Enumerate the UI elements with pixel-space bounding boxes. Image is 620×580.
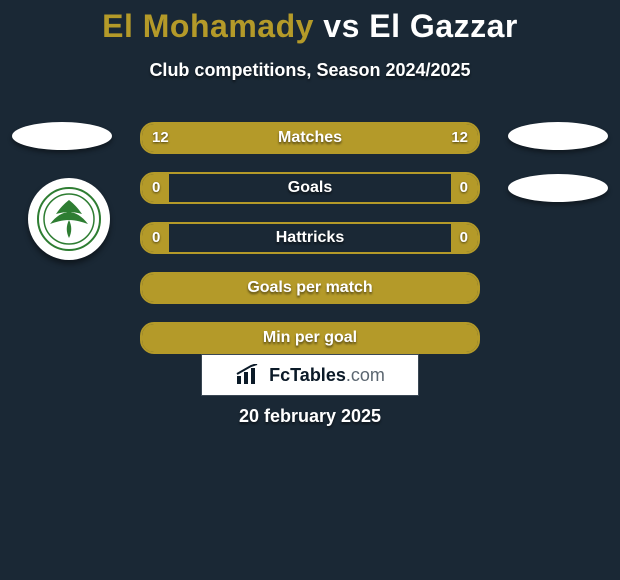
player2-name: El Gazzar — [369, 8, 518, 44]
right-club-oval-1 — [508, 122, 608, 150]
eagle-badge-icon — [36, 186, 102, 252]
stat-row-matches: 12 Matches 12 — [140, 122, 480, 154]
comparison-infographic: El Mohamady vs El Gazzar Club competitio… — [0, 0, 620, 580]
left-club-badge — [28, 178, 110, 260]
brand-text: FcTables.com — [269, 365, 385, 386]
stat-label: Matches — [142, 124, 478, 152]
stat-row-hattricks: 0 Hattricks 0 — [140, 222, 480, 254]
brand-domain: .com — [346, 365, 385, 385]
stat-value-right: 12 — [451, 124, 468, 152]
brand-box: FcTables.com — [201, 354, 419, 396]
left-club-oval-1 — [12, 122, 112, 150]
stat-row-goals: 0 Goals 0 — [140, 172, 480, 204]
subtitle: Club competitions, Season 2024/2025 — [0, 60, 620, 81]
stat-row-goals-per-match: Goals per match — [140, 272, 480, 304]
date-stamp: 20 february 2025 — [0, 406, 620, 427]
right-club-oval-2 — [508, 174, 608, 202]
stat-value-right: 0 — [460, 224, 468, 252]
stat-value-right: 0 — [460, 174, 468, 202]
stat-label: Goals per match — [142, 274, 478, 302]
brand-main: FcTables — [269, 365, 346, 385]
title-vs: vs — [323, 8, 360, 44]
player1-name: El Mohamady — [102, 8, 314, 44]
stat-label: Hattricks — [142, 224, 478, 252]
stat-row-min-per-goal: Min per goal — [140, 322, 480, 354]
stats-table: 12 Matches 12 0 Goals 0 0 Hattricks 0 Go… — [140, 122, 480, 372]
stat-label: Goals — [142, 174, 478, 202]
page-title: El Mohamady vs El Gazzar — [0, 8, 620, 45]
stat-label: Min per goal — [142, 324, 478, 352]
bar-chart-icon — [235, 364, 263, 386]
